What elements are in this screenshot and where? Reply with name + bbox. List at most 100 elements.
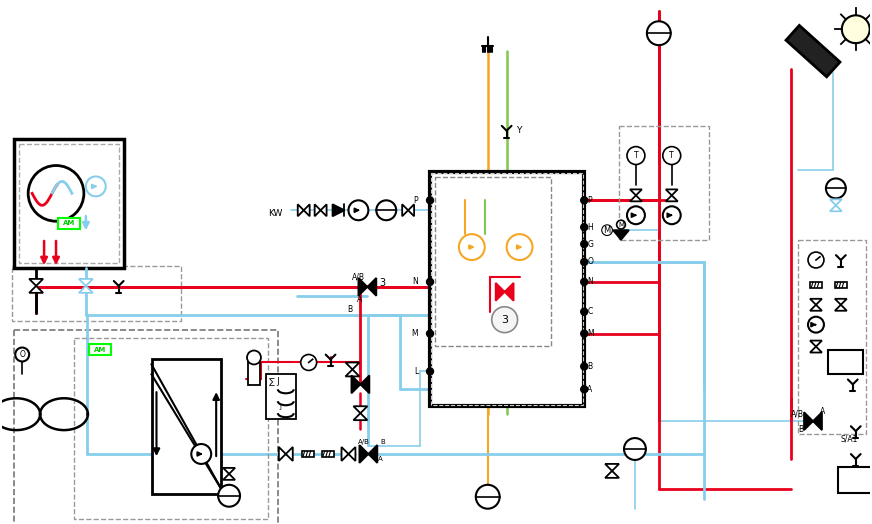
Bar bbox=[89, 344, 111, 355]
Polygon shape bbox=[810, 305, 822, 311]
Circle shape bbox=[826, 179, 846, 199]
Bar bbox=[266, 375, 296, 419]
Polygon shape bbox=[835, 299, 847, 305]
Text: A: A bbox=[587, 385, 592, 394]
Circle shape bbox=[85, 177, 106, 196]
Text: M: M bbox=[618, 222, 624, 227]
Circle shape bbox=[507, 234, 533, 260]
Polygon shape bbox=[78, 286, 92, 293]
Text: O: O bbox=[587, 257, 593, 267]
Circle shape bbox=[627, 206, 645, 224]
Polygon shape bbox=[666, 195, 678, 201]
Text: L: L bbox=[414, 367, 418, 376]
Polygon shape bbox=[666, 189, 678, 195]
Polygon shape bbox=[279, 447, 286, 461]
Text: AM: AM bbox=[93, 346, 106, 353]
Bar bbox=[12, 266, 181, 321]
Polygon shape bbox=[345, 363, 359, 369]
Polygon shape bbox=[835, 305, 847, 311]
Circle shape bbox=[841, 15, 869, 43]
Circle shape bbox=[808, 316, 824, 333]
Text: KW: KW bbox=[269, 209, 283, 218]
Bar bbox=[810, 282, 822, 288]
Text: M: M bbox=[603, 226, 610, 235]
Text: B: B bbox=[798, 424, 803, 433]
Polygon shape bbox=[286, 447, 293, 461]
Text: A: A bbox=[357, 296, 362, 304]
Bar bbox=[302, 451, 314, 457]
Text: 3: 3 bbox=[501, 315, 508, 325]
Polygon shape bbox=[353, 406, 367, 413]
Bar bbox=[74, 337, 268, 519]
Bar bbox=[619, 126, 709, 240]
Polygon shape bbox=[810, 346, 822, 353]
Circle shape bbox=[624, 438, 646, 460]
Bar bbox=[430, 172, 584, 406]
Polygon shape bbox=[613, 230, 629, 239]
Text: A/B: A/B bbox=[358, 439, 371, 445]
Circle shape bbox=[218, 485, 240, 507]
Polygon shape bbox=[605, 464, 619, 471]
Bar bbox=[798, 240, 866, 434]
Bar bbox=[838, 467, 872, 493]
Polygon shape bbox=[810, 341, 822, 346]
Circle shape bbox=[581, 330, 588, 337]
Bar bbox=[58, 218, 80, 228]
Text: N: N bbox=[587, 277, 593, 287]
Polygon shape bbox=[297, 204, 303, 216]
Circle shape bbox=[647, 21, 671, 45]
Circle shape bbox=[581, 224, 588, 231]
Text: H: H bbox=[587, 223, 593, 232]
Polygon shape bbox=[408, 204, 414, 216]
Circle shape bbox=[581, 308, 588, 315]
Circle shape bbox=[581, 197, 588, 204]
Polygon shape bbox=[402, 204, 408, 216]
Circle shape bbox=[426, 330, 433, 337]
Bar bbox=[152, 359, 221, 494]
Polygon shape bbox=[78, 279, 92, 286]
Text: G: G bbox=[587, 239, 593, 248]
Polygon shape bbox=[29, 279, 43, 286]
Polygon shape bbox=[332, 204, 344, 216]
Text: ∑ J: ∑ J bbox=[269, 377, 280, 386]
Text: B: B bbox=[380, 439, 385, 445]
Circle shape bbox=[15, 347, 29, 362]
Polygon shape bbox=[303, 204, 310, 216]
Polygon shape bbox=[349, 447, 356, 461]
Circle shape bbox=[581, 241, 588, 247]
Text: AM: AM bbox=[63, 220, 75, 226]
Circle shape bbox=[476, 485, 500, 509]
Circle shape bbox=[492, 307, 518, 333]
Polygon shape bbox=[786, 26, 840, 77]
Circle shape bbox=[459, 234, 485, 260]
Text: B: B bbox=[587, 362, 592, 371]
Bar bbox=[14, 330, 278, 523]
Bar bbox=[835, 282, 847, 288]
Text: T: T bbox=[670, 151, 674, 160]
Text: M: M bbox=[412, 329, 418, 338]
Bar bbox=[19, 144, 119, 263]
Circle shape bbox=[581, 278, 588, 286]
Circle shape bbox=[581, 258, 588, 266]
Text: A/B: A/B bbox=[351, 272, 364, 281]
Polygon shape bbox=[830, 205, 841, 211]
Circle shape bbox=[808, 252, 824, 268]
Bar bbox=[435, 178, 550, 346]
Text: A: A bbox=[820, 407, 825, 416]
Text: P: P bbox=[587, 196, 592, 205]
Circle shape bbox=[426, 368, 433, 375]
Text: M: M bbox=[587, 329, 594, 338]
Polygon shape bbox=[342, 447, 349, 461]
Polygon shape bbox=[351, 375, 370, 394]
Polygon shape bbox=[495, 283, 514, 301]
Circle shape bbox=[581, 363, 588, 370]
Circle shape bbox=[663, 206, 681, 224]
Polygon shape bbox=[223, 474, 235, 480]
Polygon shape bbox=[358, 278, 377, 296]
Polygon shape bbox=[830, 199, 841, 205]
Circle shape bbox=[627, 147, 645, 165]
Circle shape bbox=[663, 147, 681, 165]
Bar bbox=[248, 357, 260, 385]
Text: B: B bbox=[347, 305, 352, 314]
Circle shape bbox=[191, 444, 211, 464]
